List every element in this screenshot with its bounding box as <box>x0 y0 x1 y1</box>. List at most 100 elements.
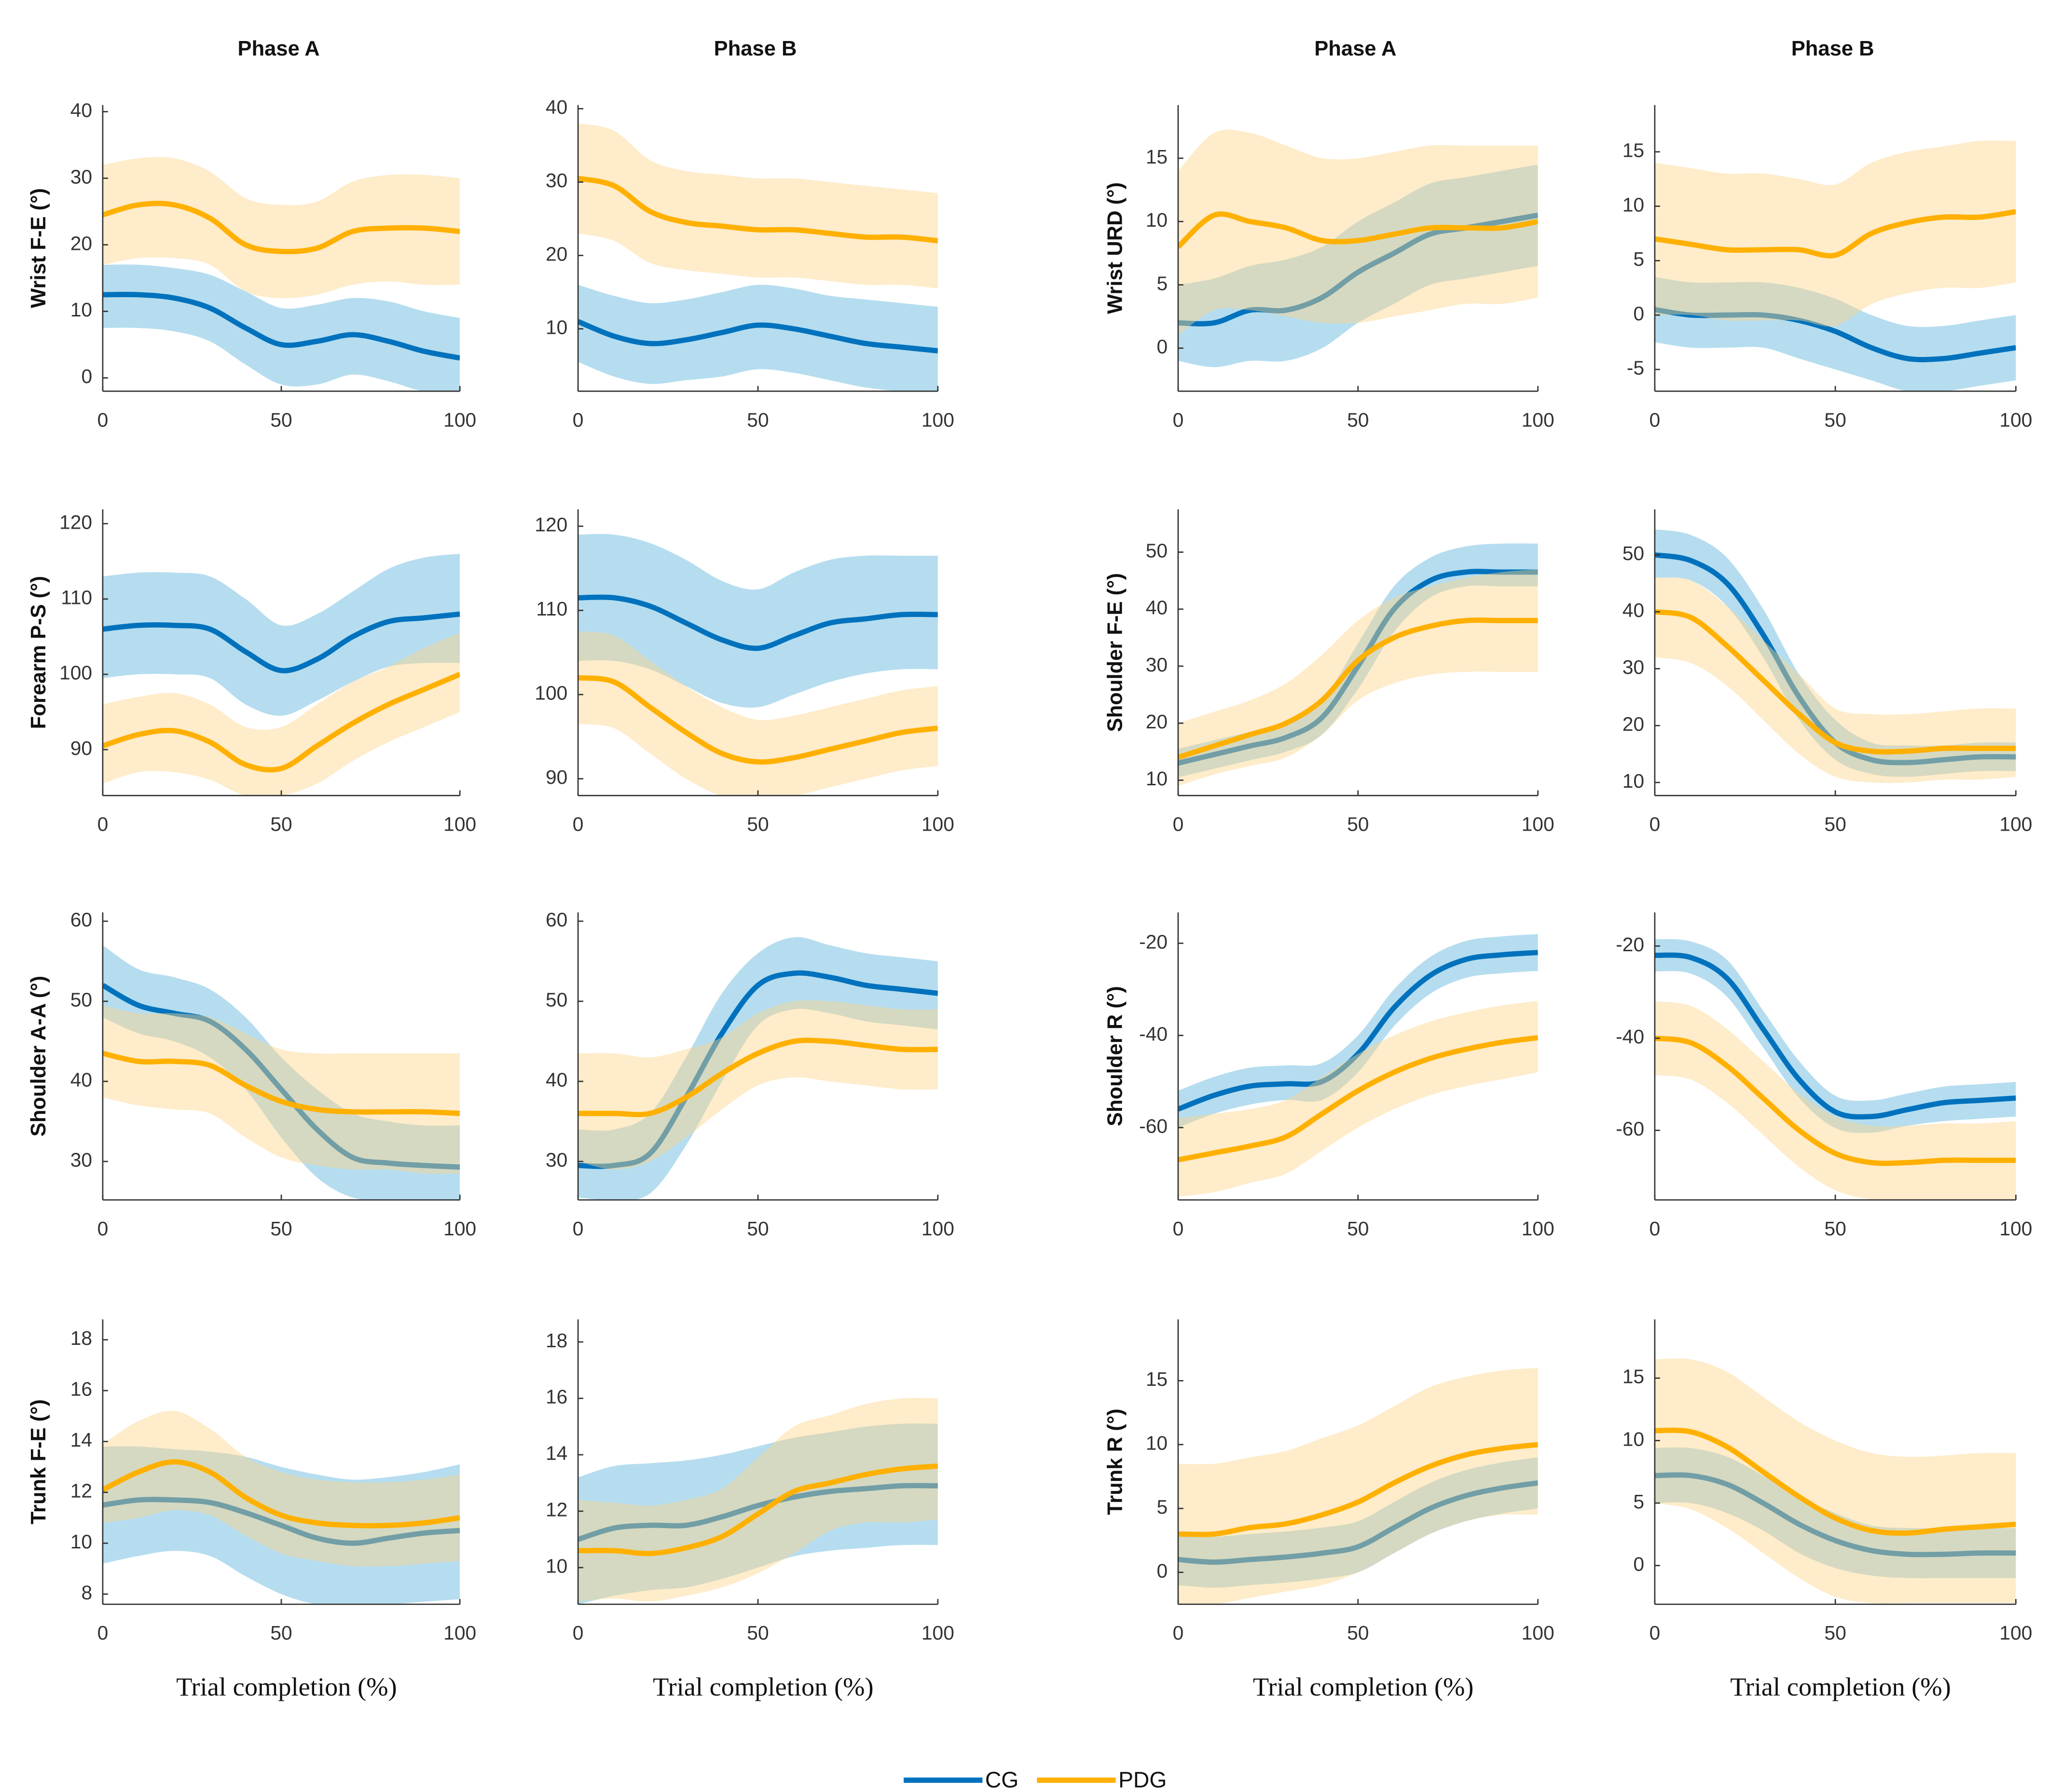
y-tick-label: -60 <box>1139 1115 1168 1137</box>
mean-line <box>578 970 938 1169</box>
panel-title: Phase B <box>714 37 797 60</box>
mean-line <box>102 671 460 773</box>
mean-line <box>102 292 460 361</box>
x-tick-label: 100 <box>921 813 954 835</box>
y-tick-label: 10 <box>70 299 92 321</box>
band <box>1178 129 1538 336</box>
mean-line <box>578 675 938 765</box>
x-tick-label: 50 <box>1347 1622 1369 1644</box>
y-tick-label: 30 <box>1623 656 1644 678</box>
x-tick-label: 50 <box>1347 409 1369 431</box>
y-axis-label: Shoulder A-A (°) <box>27 976 50 1136</box>
band <box>578 1000 938 1170</box>
y-tick-label: 20 <box>546 243 567 265</box>
mean-line <box>1178 1035 1538 1163</box>
y-tick-label: 15 <box>1146 146 1168 168</box>
y-tick-label: 40 <box>70 99 92 121</box>
mean-line <box>578 1038 938 1118</box>
x-tick-label: 100 <box>1999 1217 2032 1240</box>
band <box>102 945 460 1200</box>
mean-line <box>102 1459 460 1529</box>
x-tick-label: 0 <box>97 1622 109 1644</box>
y-tick-label: 8 <box>81 1581 92 1603</box>
mean-line <box>1654 1472 2016 1558</box>
y-tick-label: 50 <box>70 989 92 1011</box>
mean-line <box>1654 307 2016 362</box>
mean-line <box>578 1483 938 1542</box>
y-tick-label: 10 <box>1146 209 1168 231</box>
y-axis-label: Shoulder F-E (°) <box>1104 573 1127 732</box>
y-tick-label: 30 <box>546 1149 567 1171</box>
y-tick-label: 10 <box>70 1531 92 1553</box>
y-tick-label: 10 <box>1623 1428 1644 1450</box>
y-tick-label: 5 <box>1633 248 1644 270</box>
x-tick-label: 50 <box>1824 1622 1846 1644</box>
x-tick-label: 50 <box>747 409 769 431</box>
x-tick-label: 100 <box>1522 1217 1554 1240</box>
y-tick-label: 10 <box>1623 193 1644 216</box>
y-tick-label: 40 <box>70 1069 92 1091</box>
x-tick-label: 0 <box>1173 409 1184 431</box>
y-tick-label: 12 <box>70 1480 92 1502</box>
mean-line <box>102 201 460 255</box>
y-tick-label: 10 <box>546 1555 567 1577</box>
y-tick-label: 5 <box>1156 1496 1168 1518</box>
x-tick-label: 50 <box>270 409 292 431</box>
band <box>102 1005 460 1174</box>
x-axis-label: Trial completion (%) <box>1730 1672 1951 1701</box>
x-tick-label: 100 <box>1999 409 2032 431</box>
x-tick-label: 50 <box>747 1622 769 1644</box>
y-tick-label: 10 <box>1146 767 1168 790</box>
y-tick-label: 120 <box>59 511 92 533</box>
x-tick-label: 100 <box>1522 1622 1554 1644</box>
y-tick-label: 10 <box>1623 770 1644 792</box>
x-tick-label: 0 <box>1173 813 1184 835</box>
y-tick-label: 16 <box>546 1386 567 1408</box>
x-tick-label: 0 <box>97 409 109 431</box>
x-tick-label: 0 <box>1650 1217 1661 1240</box>
y-tick-label: 40 <box>1146 597 1168 619</box>
legend-label: PDG <box>1118 1767 1167 1792</box>
mean-line <box>102 611 460 673</box>
mean-line <box>1178 1480 1538 1565</box>
x-tick-label: 100 <box>921 1622 954 1644</box>
panel-title: Phase A <box>238 37 320 60</box>
band <box>1654 1001 2016 1200</box>
mean-line <box>102 1051 460 1116</box>
x-axis-label: Trial completion (%) <box>653 1672 873 1701</box>
y-tick-label: 18 <box>546 1329 567 1352</box>
y-tick-label: 60 <box>70 909 92 931</box>
mean-line <box>1654 552 2016 766</box>
y-tick-label: 50 <box>1146 539 1168 561</box>
mean-line <box>1654 1035 2016 1166</box>
y-tick-label: 30 <box>1146 654 1168 676</box>
y-tick-label: 18 <box>70 1327 92 1349</box>
y-tick-label: 50 <box>1623 542 1644 564</box>
x-tick-label: 0 <box>1650 813 1661 835</box>
y-tick-label: 15 <box>1623 1366 1644 1388</box>
x-tick-label: 50 <box>270 1217 292 1240</box>
x-axis-label: Trial completion (%) <box>176 1672 397 1701</box>
y-tick-label: 40 <box>546 96 567 118</box>
band <box>1178 1000 1538 1197</box>
mean-line <box>1654 952 2016 1120</box>
band <box>1654 939 2016 1133</box>
y-tick-label: 30 <box>70 165 92 188</box>
x-tick-label: 50 <box>1824 1217 1846 1240</box>
y-tick-label: 12 <box>546 1499 567 1521</box>
y-tick-label: 100 <box>59 662 92 684</box>
mean-line <box>1178 1442 1538 1537</box>
band <box>1178 164 1538 368</box>
x-tick-label: 100 <box>443 1217 476 1240</box>
mean-line <box>578 319 938 354</box>
band <box>102 264 460 392</box>
y-tick-label: -20 <box>1139 930 1168 953</box>
panel-title: Phase A <box>1314 37 1396 60</box>
x-tick-label: 100 <box>921 409 954 431</box>
mean-line <box>102 1497 460 1546</box>
band <box>1178 569 1538 786</box>
mean-line <box>1178 569 1538 766</box>
x-tick-label: 100 <box>443 813 476 835</box>
